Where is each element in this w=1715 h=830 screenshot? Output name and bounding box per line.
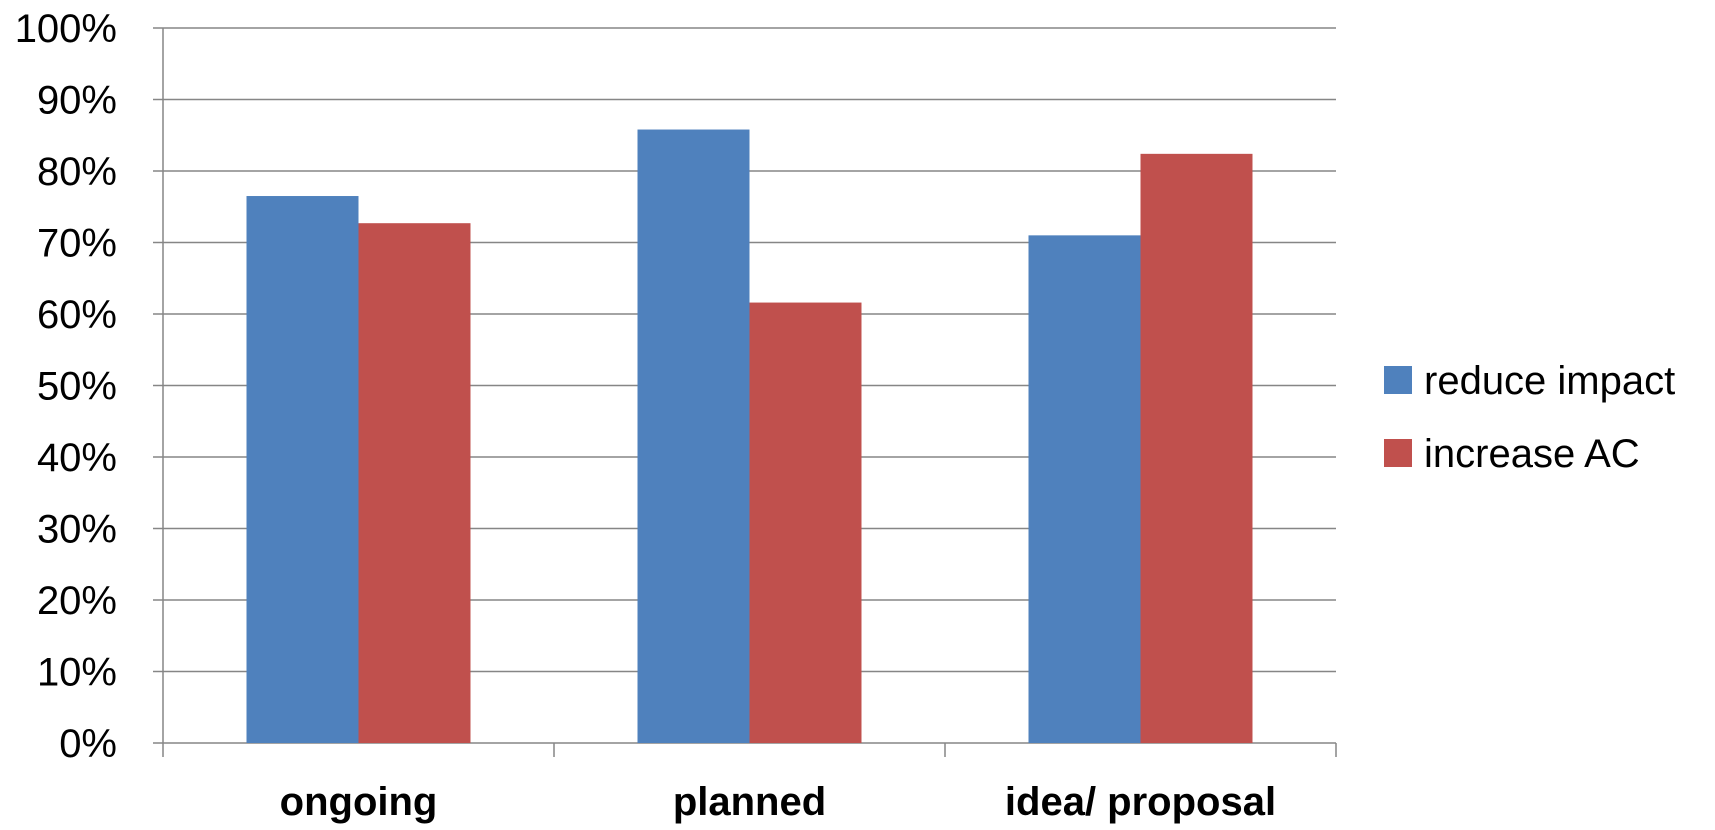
legend-swatch [1384,366,1412,394]
bars [246,129,1253,744]
y-tick-label: 80% [37,150,117,194]
y-tick-label: 70% [37,222,117,266]
y-tick-label: 0% [59,722,117,766]
y-tick-labels: 0% 10% 20% 30% 40% 50% 60% 70% 80% 90% 100% [15,7,117,766]
y-tick-label: 60% [37,293,117,337]
y-tick-label: 20% [37,579,117,623]
bar-reduce-impact-ongoing [246,196,359,743]
y-tick-label: 50% [37,365,117,409]
y-tick-label: 90% [37,79,117,123]
x-tick-label: idea/ proposal [1005,780,1276,824]
y-tick-label: 100% [15,7,117,51]
y-tick-label: 40% [37,436,117,480]
bar-reduce-impact-planned [637,129,750,743]
x-tick-label: ongoing [280,780,438,824]
bar-increase-AC-ongoing [358,223,471,743]
x-tick-label: planned [673,780,826,824]
bar-increase-AC-idea-proposal [1140,153,1253,744]
legend: reduce impact increase AC [1384,359,1675,476]
legend-label: reduce impact [1424,359,1675,403]
legend-swatch [1384,439,1412,467]
bar-increase-AC-planned [749,302,862,743]
legend-label: increase AC [1424,432,1640,476]
y-tick-label: 30% [37,508,117,552]
bar-reduce-impact-idea-proposal [1028,235,1141,743]
y-tick-label: 10% [37,651,117,695]
x-tick-labels: ongoing planned idea/ proposal [280,780,1276,824]
